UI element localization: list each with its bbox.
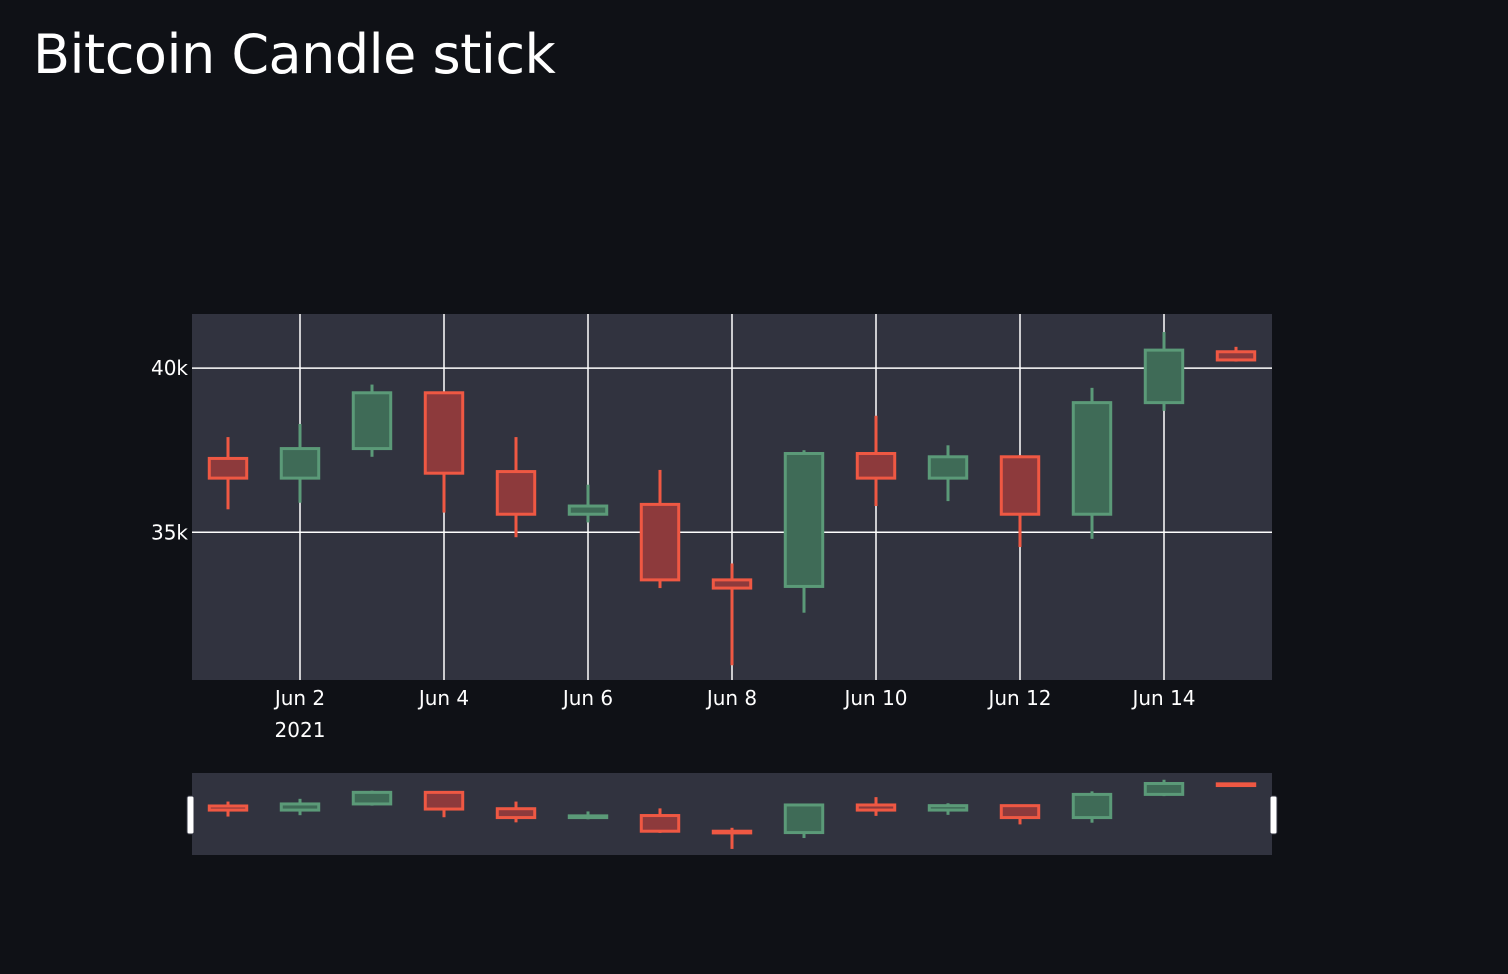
mini-candle-body bbox=[711, 829, 753, 835]
mini-candle-body bbox=[855, 803, 897, 812]
mini-candle-body bbox=[783, 803, 825, 835]
candle bbox=[1071, 387, 1113, 539]
mini-candle bbox=[1215, 782, 1257, 788]
candle-body bbox=[567, 504, 609, 516]
x-tick-label: Jun 12 bbox=[986, 686, 1051, 710]
mini-candle bbox=[639, 808, 681, 833]
candle-body bbox=[1071, 401, 1113, 516]
candle bbox=[423, 391, 465, 513]
mini-candle bbox=[711, 827, 753, 849]
candle-body bbox=[711, 578, 753, 590]
candle bbox=[927, 445, 969, 502]
candle-body bbox=[495, 470, 537, 516]
candle bbox=[855, 415, 897, 507]
candle bbox=[999, 455, 1041, 548]
y-tick-label: 40k bbox=[151, 356, 188, 380]
mini-candle-body bbox=[1143, 781, 1185, 796]
x-tick-label: Jun 10 bbox=[842, 686, 907, 710]
mini-candle bbox=[855, 797, 897, 816]
candle-body bbox=[423, 391, 465, 475]
x-tick-label: Jun 2 bbox=[273, 686, 325, 710]
mini-candle bbox=[927, 803, 969, 815]
candle-body bbox=[855, 452, 897, 480]
mini-candle-body bbox=[567, 814, 609, 820]
candle-body bbox=[1143, 348, 1185, 405]
mini-candle bbox=[567, 811, 609, 820]
mini-candle bbox=[1071, 791, 1113, 823]
y-tick-label: 35k bbox=[151, 520, 188, 544]
mini-candle-body bbox=[351, 790, 393, 806]
mini-candle bbox=[999, 804, 1041, 825]
candle-body bbox=[1215, 350, 1257, 362]
mini-candle bbox=[279, 798, 321, 816]
x-axis-year-label: 2021 bbox=[275, 718, 326, 742]
candle bbox=[351, 384, 393, 457]
mini-candle-body bbox=[495, 807, 537, 820]
y-axis: 35k 40k bbox=[151, 356, 188, 544]
page-title: Bitcoin Candle stick bbox=[33, 23, 556, 86]
candle bbox=[711, 563, 753, 666]
candle-body bbox=[639, 502, 681, 582]
candles bbox=[207, 332, 1257, 666]
candle-body bbox=[207, 456, 249, 480]
candle-body bbox=[783, 452, 825, 588]
mini-candle-body bbox=[279, 802, 321, 812]
mini-candle-body bbox=[639, 814, 681, 833]
candle bbox=[495, 437, 537, 538]
candle-body bbox=[999, 455, 1041, 516]
candle-body bbox=[351, 391, 393, 451]
mini-candle bbox=[783, 803, 825, 839]
range-slider-left-handle[interactable] bbox=[186, 795, 195, 835]
x-axis: Jun 2 Jun 4 Jun 6 Jun 8 Jun 10 Jun 12 Jun 14 bbox=[273, 686, 1196, 710]
x-tick-label: Jun 8 bbox=[705, 686, 757, 710]
candle bbox=[1143, 332, 1185, 411]
candle bbox=[207, 437, 249, 510]
mini-candle-body bbox=[927, 804, 969, 812]
candle bbox=[1215, 346, 1257, 362]
x-tick-label: Jun 4 bbox=[417, 686, 469, 710]
range-slider-candles bbox=[207, 779, 1257, 849]
mini-candle bbox=[495, 801, 537, 823]
mini-candle-body bbox=[423, 790, 465, 811]
candle-body bbox=[279, 447, 321, 480]
mini-candle bbox=[207, 801, 249, 817]
mini-candle-body bbox=[1071, 792, 1113, 820]
mini-candle bbox=[423, 790, 465, 818]
x-tick-label: Jun 14 bbox=[1130, 686, 1195, 710]
mini-candle bbox=[351, 790, 393, 806]
mini-candle-body bbox=[207, 804, 249, 812]
x-tick-label: Jun 6 bbox=[561, 686, 613, 710]
candle bbox=[639, 469, 681, 589]
mini-candle-body bbox=[1215, 782, 1257, 788]
mini-candle bbox=[1143, 779, 1185, 797]
range-slider-right-handle[interactable] bbox=[1269, 795, 1278, 835]
candle bbox=[567, 484, 609, 523]
candle bbox=[783, 450, 825, 613]
candle-body bbox=[927, 455, 969, 480]
candle bbox=[279, 423, 321, 503]
mini-candle-body bbox=[999, 804, 1041, 820]
